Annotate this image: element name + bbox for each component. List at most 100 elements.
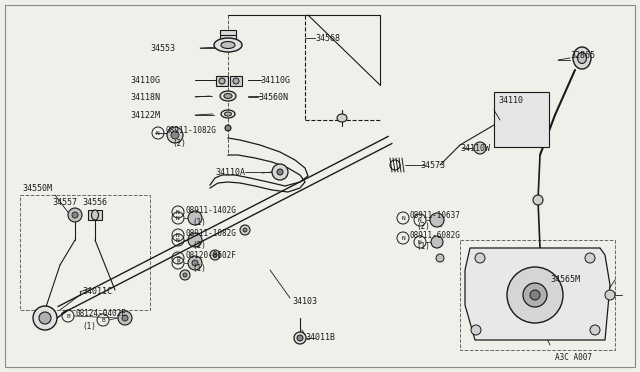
Circle shape: [118, 311, 132, 325]
Text: 08911-6082G: 08911-6082G: [410, 231, 461, 240]
Text: N: N: [156, 131, 160, 135]
Circle shape: [272, 164, 288, 180]
Bar: [20, 195, 150, 310]
Bar: [230, 76, 242, 86]
Text: 08124-0402E: 08124-0402E: [75, 310, 126, 318]
Circle shape: [533, 195, 543, 205]
Text: 34553: 34553: [150, 44, 175, 52]
Circle shape: [167, 127, 183, 143]
Ellipse shape: [219, 78, 225, 84]
Text: 32865: 32865: [570, 51, 595, 60]
Text: B: B: [176, 260, 180, 266]
Text: (1): (1): [192, 218, 206, 227]
Circle shape: [225, 125, 231, 131]
Circle shape: [72, 212, 78, 218]
Text: 34556: 34556: [82, 198, 107, 206]
Circle shape: [590, 325, 600, 335]
Text: (2): (2): [416, 221, 430, 231]
Ellipse shape: [221, 110, 235, 118]
Ellipse shape: [577, 52, 586, 64]
Circle shape: [210, 250, 220, 260]
Text: 34122M: 34122M: [130, 110, 160, 119]
Polygon shape: [465, 248, 610, 340]
Circle shape: [243, 228, 247, 232]
Circle shape: [430, 213, 444, 227]
Circle shape: [180, 270, 190, 280]
Circle shape: [431, 236, 443, 248]
Text: 08911-1082G: 08911-1082G: [165, 125, 216, 135]
Text: B: B: [176, 256, 180, 260]
Text: 34011C: 34011C: [82, 288, 112, 296]
Text: 34568: 34568: [315, 33, 340, 42]
Circle shape: [297, 335, 303, 341]
Text: N: N: [401, 235, 405, 241]
Circle shape: [122, 315, 128, 321]
Text: 34557: 34557: [52, 198, 77, 206]
Circle shape: [277, 169, 283, 175]
Text: 34565M: 34565M: [550, 276, 580, 285]
Ellipse shape: [225, 112, 232, 116]
Text: 08911-1082G: 08911-1082G: [185, 228, 236, 237]
Circle shape: [585, 253, 595, 263]
Text: 34560N: 34560N: [258, 93, 288, 102]
Text: A3C A007: A3C A007: [555, 353, 592, 362]
Text: N: N: [176, 215, 180, 221]
Circle shape: [436, 254, 444, 262]
Circle shape: [188, 256, 202, 270]
Circle shape: [183, 273, 187, 277]
Bar: [460, 240, 615, 350]
Text: 34110W: 34110W: [460, 144, 490, 153]
Circle shape: [68, 208, 82, 222]
Text: 34011B: 34011B: [305, 333, 335, 341]
Ellipse shape: [337, 114, 347, 122]
Text: 08911-10637: 08911-10637: [410, 211, 461, 219]
Text: (1): (1): [82, 321, 96, 330]
Text: 34118N: 34118N: [130, 93, 160, 102]
Text: (2): (2): [172, 138, 186, 148]
Ellipse shape: [224, 93, 232, 99]
Circle shape: [213, 253, 217, 257]
Ellipse shape: [233, 78, 239, 84]
Text: 08120-8602F: 08120-8602F: [185, 251, 236, 260]
Text: N: N: [418, 218, 422, 222]
Text: B: B: [66, 314, 70, 318]
Circle shape: [471, 325, 481, 335]
Ellipse shape: [214, 38, 242, 52]
Text: (1): (1): [416, 241, 430, 250]
Circle shape: [294, 332, 306, 344]
Circle shape: [33, 306, 57, 330]
Text: 34110A: 34110A: [215, 167, 245, 176]
Circle shape: [240, 225, 250, 235]
Text: N: N: [176, 209, 180, 215]
Circle shape: [39, 312, 51, 324]
Text: 08911-1402G: 08911-1402G: [185, 205, 236, 215]
Ellipse shape: [221, 42, 235, 48]
Text: B: B: [101, 317, 105, 323]
Text: 34110G: 34110G: [260, 76, 290, 84]
Circle shape: [188, 211, 202, 225]
Text: N: N: [176, 237, 180, 243]
Bar: [216, 76, 228, 86]
Text: 34110G: 34110G: [130, 76, 160, 84]
Circle shape: [188, 233, 202, 247]
Text: N: N: [418, 240, 422, 244]
Ellipse shape: [220, 91, 236, 101]
Text: 34550M: 34550M: [22, 183, 52, 192]
Text: (1): (1): [192, 263, 206, 273]
Circle shape: [530, 290, 540, 300]
Circle shape: [192, 260, 198, 266]
Ellipse shape: [92, 210, 99, 220]
Circle shape: [171, 131, 179, 139]
Text: N: N: [401, 215, 405, 221]
Bar: [88, 210, 102, 220]
Circle shape: [523, 283, 547, 307]
Circle shape: [474, 142, 486, 154]
Text: 34573: 34573: [420, 160, 445, 170]
Circle shape: [507, 267, 563, 323]
Ellipse shape: [573, 47, 591, 69]
Text: 34103: 34103: [292, 298, 317, 307]
Circle shape: [475, 253, 485, 263]
Text: (2): (2): [192, 241, 206, 250]
Text: N: N: [176, 232, 180, 237]
Text: 34110: 34110: [498, 96, 523, 105]
